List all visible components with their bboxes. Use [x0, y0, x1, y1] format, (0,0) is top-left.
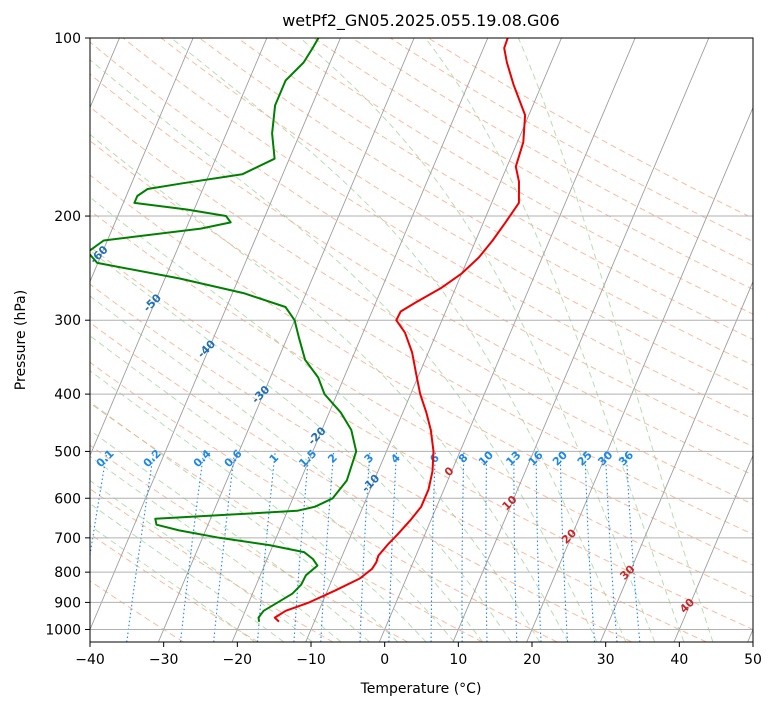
y-tick-label: 900 [54, 595, 81, 611]
x-tick-label: −20 [223, 652, 253, 668]
x-tick-label: −40 [75, 652, 105, 668]
y-tick-label: 1000 [45, 622, 81, 638]
x-tick-label: −10 [296, 652, 326, 668]
x-tick-label: 20 [523, 652, 541, 668]
x-tick-label: 0 [380, 652, 389, 668]
y-tick-label: 700 [54, 531, 81, 547]
y-tick-label: 400 [54, 387, 81, 403]
x-tick-label: 40 [670, 652, 688, 668]
y-axis-label: Pressure (hPa) [13, 290, 29, 390]
chart-title: wetPf2_GN05.2025.055.19.08.G06 [282, 11, 560, 31]
x-tick-label: 50 [744, 652, 762, 668]
x-tick-label: 10 [449, 652, 467, 668]
y-tick-label: 600 [54, 491, 81, 507]
x-axis-label: Temperature (°C) [360, 681, 482, 697]
x-tick-label: −30 [149, 652, 179, 668]
y-tick-label: 300 [54, 313, 81, 329]
x-tick-label: 30 [597, 652, 615, 668]
y-tick-label: 500 [54, 444, 81, 460]
y-tick-label: 200 [54, 209, 81, 225]
y-tick-label: 100 [54, 31, 81, 47]
y-tick-label: 800 [54, 565, 81, 581]
